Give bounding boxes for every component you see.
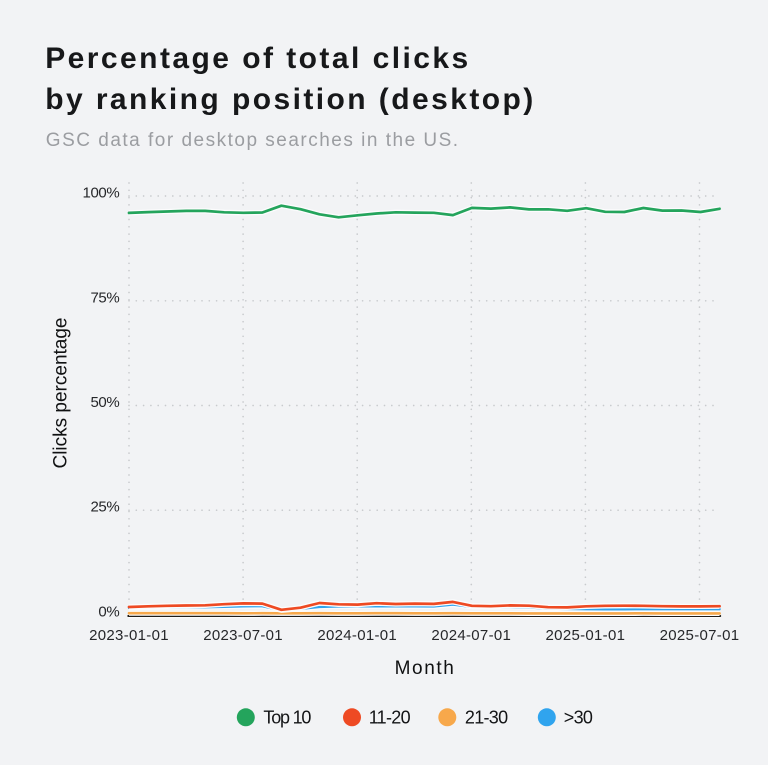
svg-text:2023-07-01: 2023-07-01 <box>203 627 283 644</box>
svg-text:2023-01-01: 2023-01-01 <box>89 627 169 644</box>
svg-text:0%: 0% <box>98 603 119 620</box>
svg-text:by ranking position (desktop): by ranking position (desktop) <box>45 83 536 116</box>
svg-text:25%: 25% <box>90 499 119 516</box>
svg-text:Clicks percentage: Clicks percentage <box>51 317 72 468</box>
svg-text:2024-07-01: 2024-07-01 <box>431 627 511 644</box>
svg-text:50%: 50% <box>90 394 119 411</box>
svg-text:Top 10: Top 10 <box>263 708 311 728</box>
svg-text:75%: 75% <box>90 289 119 306</box>
svg-text:2024-01-01: 2024-01-01 <box>317 627 397 644</box>
svg-text:Percentage of total clicks: Percentage of total clicks <box>45 42 471 75</box>
svg-text:>30: >30 <box>564 708 593 728</box>
svg-text:GSC data for desktop searches: GSC data for desktop searches in the US. <box>46 130 460 151</box>
svg-text:Month: Month <box>395 658 456 679</box>
svg-text:11-20: 11-20 <box>369 708 411 728</box>
svg-text:21-30: 21-30 <box>465 708 508 728</box>
svg-text:100%: 100% <box>83 185 120 202</box>
svg-text:2025-07-01: 2025-07-01 <box>660 627 740 644</box>
svg-text:2025-01-01: 2025-01-01 <box>546 627 626 644</box>
